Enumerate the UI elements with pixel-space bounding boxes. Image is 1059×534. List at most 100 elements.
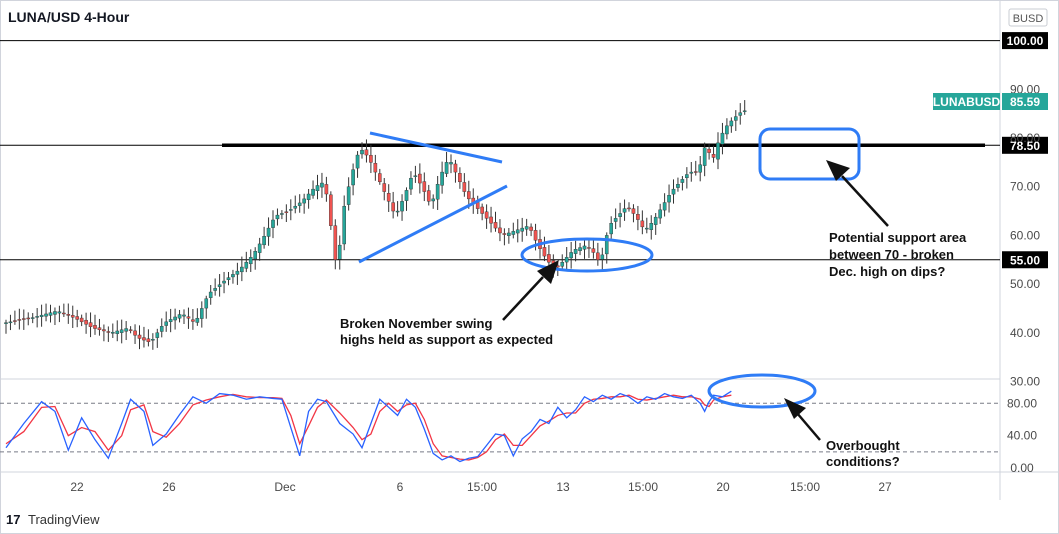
candle-body [382, 183, 387, 192]
candle-body [159, 326, 164, 332]
candle-body [462, 182, 467, 192]
candle-body [22, 318, 26, 320]
support-area-note-line-3: Dec. high on dips? [829, 264, 945, 279]
candle-body [596, 252, 600, 260]
candle-body [97, 327, 102, 330]
candle-body [431, 198, 436, 202]
candle-body [613, 218, 618, 222]
candle-body [293, 205, 298, 209]
time-tick-0: 22 [70, 480, 84, 494]
time-tick-4: 15:00 [467, 480, 497, 494]
candle-body [213, 288, 217, 291]
candle-body [13, 320, 17, 322]
chart-title: LUNA/USD 4-Hour [8, 9, 130, 25]
stoch-k-line [5, 390, 732, 463]
tradingview-logo: 17 [6, 512, 20, 527]
candle-body [53, 311, 57, 315]
candle-body [262, 236, 266, 246]
stoch-tick-1: 40.00 [1007, 429, 1037, 443]
candle-body [627, 207, 631, 210]
candle-body [195, 317, 200, 323]
stochastic-axis: 80.00 40.00 0.00 [1007, 396, 1037, 475]
support-ellipse [520, 237, 654, 273]
candle-body [106, 331, 111, 333]
candle-body [515, 229, 520, 234]
level-label-0: 100.00 [1007, 34, 1044, 48]
candle-body [689, 171, 694, 174]
candle-body [453, 163, 458, 173]
candle-body [573, 248, 578, 254]
candle-body [391, 202, 395, 212]
candle-body [199, 308, 204, 319]
candle-body [680, 179, 685, 183]
candle-body [271, 219, 275, 228]
candle-body [30, 317, 35, 319]
candle-body [128, 329, 133, 331]
candle-body [742, 110, 747, 112]
candle-body [253, 251, 258, 260]
candle-body [738, 112, 743, 116]
stochastic-pane [0, 390, 1000, 463]
arrow-to-support-zone [826, 160, 889, 227]
candle-body [329, 194, 333, 226]
price-tick-6: 40.00 [1010, 326, 1040, 340]
time-tick-1: 26 [162, 480, 176, 494]
time-tick-5: 13 [556, 480, 570, 494]
candle-body [182, 314, 186, 317]
candle-body [685, 174, 689, 179]
candle-body [39, 314, 44, 317]
chart-drawings [358, 127, 889, 441]
candle-body [649, 223, 654, 230]
candle-body [529, 226, 533, 231]
candle-body [671, 188, 676, 195]
candle-body [587, 247, 591, 249]
candle-body [146, 338, 151, 342]
candle-body [658, 209, 662, 219]
support-zone-box [758, 127, 861, 181]
candle-body [609, 223, 613, 235]
price-tick-5: 50.00 [1010, 277, 1040, 291]
candle-body [17, 319, 22, 321]
last-price-label: 85.59 [1010, 95, 1040, 109]
candle-body [84, 319, 88, 325]
arrow-to-overbought [784, 398, 821, 441]
candle-body [346, 186, 351, 205]
candle-body [186, 316, 191, 319]
candle-body [440, 171, 444, 186]
candle-body [524, 226, 529, 230]
tradingview-logo-icon: 17 [6, 512, 20, 527]
ticker-badge [933, 93, 1000, 110]
candle-body [645, 227, 649, 230]
price-tick-4: 60.00 [1010, 228, 1040, 242]
candle-body [520, 227, 524, 232]
candle-body [400, 201, 404, 212]
candle-body [360, 149, 364, 155]
candle-body [204, 298, 209, 309]
candle-body [102, 329, 106, 332]
candle-body [507, 232, 511, 236]
candle-body [57, 311, 62, 314]
candle-body [35, 316, 39, 318]
candle-body [79, 317, 84, 323]
candle-body [480, 206, 484, 214]
candle-body [395, 210, 400, 213]
candle-body [280, 213, 284, 215]
candle-body [351, 169, 355, 186]
candle-body [511, 231, 516, 235]
candle-body [306, 193, 311, 200]
price-tick-1: 90.00 [1010, 82, 1040, 96]
currency-badge[interactable] [1008, 8, 1048, 27]
candle-body [560, 261, 565, 267]
candle-body [409, 177, 413, 190]
candle-body [4, 322, 8, 324]
candle-body [591, 248, 596, 253]
candle-body [404, 190, 409, 201]
candlestick-series [4, 100, 747, 350]
candle-body [676, 184, 680, 188]
candle-body [707, 148, 711, 153]
candle-body [418, 173, 422, 184]
candle-body [284, 211, 289, 213]
candle-body [489, 216, 493, 224]
candle-body [564, 257, 569, 263]
candle-body [622, 208, 627, 213]
